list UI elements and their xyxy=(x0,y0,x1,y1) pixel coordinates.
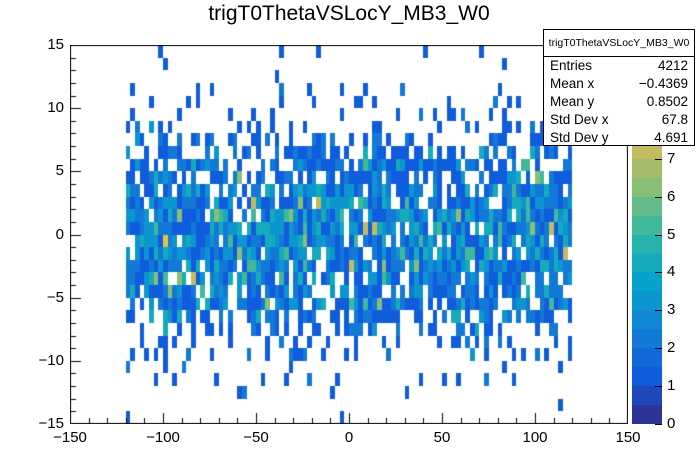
palette-band xyxy=(632,405,662,425)
stats-row: Std Dev y 4.691 xyxy=(544,129,694,147)
z-axis-tick-label: 4 xyxy=(667,263,676,281)
z-axis-tick xyxy=(655,348,662,349)
stats-value: 67.8 xyxy=(661,112,688,127)
y-axis-tick-label: −5 xyxy=(46,288,64,306)
stats-label: Mean x xyxy=(550,76,595,91)
z-axis-tick-label: 1 xyxy=(667,377,676,395)
stats-row: Mean y 0.8502 xyxy=(544,93,694,111)
z-axis-tick-label: 2 xyxy=(667,339,676,357)
stats-value: 4212 xyxy=(657,58,688,73)
palette-band xyxy=(632,310,662,330)
x-axis-tick-label: −150 xyxy=(53,429,87,446)
stats-value: 4.691 xyxy=(654,130,688,145)
palette-band xyxy=(632,177,662,198)
palette-band xyxy=(632,158,662,179)
z-axis-tick xyxy=(655,386,662,387)
stats-label: Entries xyxy=(550,58,593,73)
palette-band xyxy=(632,253,662,273)
x-axis-tick-label: −50 xyxy=(243,429,269,446)
stats-row: Mean x −0.4369 xyxy=(544,75,694,93)
x-axis-tick-label: 0 xyxy=(344,429,354,446)
z-axis-tick xyxy=(655,424,662,425)
stats-box: trigT0ThetaVSLocY_MB3_W0 Entries 4212 Me… xyxy=(543,29,695,146)
palette-band xyxy=(632,367,662,387)
y-axis-tick-label: 0 xyxy=(55,225,64,243)
stats-title: trigT0ThetaVSLocY_MB3_W0 xyxy=(544,30,694,57)
z-axis-tick xyxy=(655,235,662,236)
y-axis-tick-label: 15 xyxy=(47,36,64,53)
y-axis-tick-label: 10 xyxy=(47,99,64,117)
z-axis-tick xyxy=(655,272,662,273)
x-axis-tick-label: 150 xyxy=(615,429,641,446)
z-axis-tick-label: 0 xyxy=(667,415,676,432)
palette-band xyxy=(632,329,662,349)
y-axis-tick-label: 5 xyxy=(55,162,64,180)
palette-band xyxy=(632,386,662,406)
palette-band xyxy=(632,348,662,368)
z-axis-tick xyxy=(655,159,662,160)
palette-band xyxy=(632,215,662,235)
z-axis-tick-label: 5 xyxy=(667,225,676,243)
y-axis-tick-label: −10 xyxy=(38,351,64,369)
stats-label: Mean y xyxy=(550,94,595,109)
palette-band xyxy=(632,291,662,311)
x-axis-tick-label: 50 xyxy=(433,429,451,446)
stats-row: Entries 4212 xyxy=(544,57,694,75)
page-title: trigT0ThetaVSLocY_MB3_W0 xyxy=(208,2,490,25)
z-axis-tick-label: 7 xyxy=(667,149,676,167)
stats-value: 0.8502 xyxy=(646,94,688,109)
stats-label: Std Dev x xyxy=(550,112,609,127)
y-axis-tick-label: −15 xyxy=(38,415,64,432)
x-axis-tick-label: 100 xyxy=(522,429,548,446)
histogram-canvas xyxy=(70,45,628,424)
palette-band xyxy=(632,234,662,254)
palette-band xyxy=(632,196,662,217)
x-axis-tick-label: −100 xyxy=(146,429,180,446)
stats-row: Std Dev x 67.8 xyxy=(544,111,694,129)
z-axis-tick xyxy=(655,197,662,198)
stats-label: Std Dev y xyxy=(550,130,609,145)
z-axis-tick-label: 6 xyxy=(667,187,676,205)
z-axis-tick xyxy=(655,310,662,311)
palette-band xyxy=(632,272,662,292)
z-axis-tick-label: 3 xyxy=(667,301,676,319)
stats-value: −0.4369 xyxy=(638,76,688,91)
